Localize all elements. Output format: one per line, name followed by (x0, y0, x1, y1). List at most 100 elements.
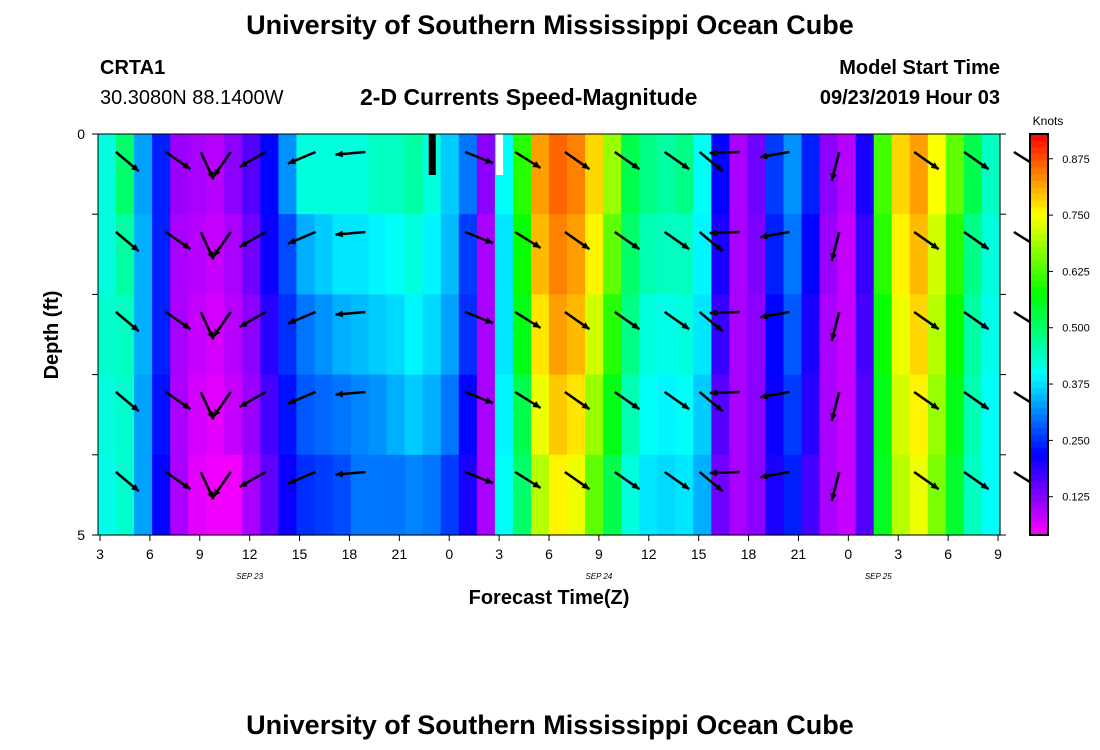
heatmap-cell (585, 294, 604, 376)
vector-arrowhead (213, 408, 221, 417)
heatmap-cell (188, 214, 207, 295)
heatmap-cell (350, 454, 370, 536)
heatmap-cell (657, 214, 676, 295)
vector-arrowhead (759, 472, 768, 480)
colorbar-segment (1030, 421, 1048, 429)
heatmap-cell (278, 214, 298, 295)
colorbar-segment (1030, 154, 1048, 162)
vector-arrowhead (631, 242, 640, 250)
heatmap-cell (440, 454, 460, 536)
vector-arrowhead (213, 328, 221, 337)
vector-arrowhead (709, 389, 717, 397)
heatmap-cell (152, 374, 171, 456)
colorbar-frame (1029, 133, 1049, 536)
x-tick-label: 6 (944, 546, 952, 562)
heatmap-cell (549, 214, 568, 295)
heatmap-cell (873, 134, 893, 215)
heatmap-cell (98, 374, 117, 456)
heatmap-cell (891, 134, 911, 215)
colorbar-segment (1030, 441, 1048, 449)
vector-arrowhead (709, 469, 717, 477)
heatmap-cell (494, 374, 514, 456)
vector-arrowhead (631, 322, 640, 330)
vector-arrowhead (182, 322, 191, 330)
heatmap-cell (729, 374, 749, 456)
x-tick-label: 3 (96, 546, 104, 562)
vector-arrowhead (131, 324, 139, 332)
heatmap-cell (747, 374, 767, 456)
colorbar-segment (1030, 488, 1048, 496)
colorbar-segment (1030, 508, 1048, 516)
heatmap-cell (152, 214, 171, 295)
vector-arrowhead (830, 413, 837, 421)
vector-arrowhead (131, 244, 139, 252)
heatmap-cell (404, 374, 424, 456)
heatmap-cell (242, 134, 261, 215)
vector-arrowhead (213, 488, 221, 497)
heatmap-cell (765, 294, 785, 376)
heatmap-cell (549, 374, 568, 456)
colorbar-segment (1030, 207, 1048, 215)
heatmap-cell (783, 294, 803, 376)
heatmap-cell (801, 134, 821, 215)
heatmap-cell (981, 454, 1001, 536)
time-marker (496, 134, 504, 175)
colorbar-segment (1030, 314, 1048, 322)
heatmap-cell (134, 134, 153, 215)
heatmap-cell (621, 294, 640, 376)
heatmap-cell (783, 454, 803, 536)
colorbar-segment (1030, 260, 1048, 269)
vector-arrowhead (287, 317, 296, 325)
heatmap-cell (494, 454, 514, 536)
heatmap-cell (783, 374, 803, 456)
heatmap-cell (657, 294, 676, 376)
heatmap-cell (819, 214, 839, 295)
heatmap-cells (98, 134, 1001, 536)
heatmap-cell (909, 214, 929, 295)
vector-arrowhead (131, 484, 139, 492)
heatmap-cell (927, 214, 947, 295)
heatmap-cell (368, 294, 388, 376)
heatmap-cell (98, 214, 117, 295)
heatmap-cell (801, 374, 821, 456)
heatmap-cell (296, 374, 316, 456)
colorbar-segment (1030, 234, 1048, 242)
heatmap-cell (170, 214, 189, 295)
vector-arrowhead (930, 402, 939, 410)
heatmap-cell (404, 454, 424, 536)
vector-arrowhead (714, 484, 723, 492)
heatmap-cell (332, 214, 352, 295)
heatmap-cell (981, 294, 1001, 376)
heatmap-cell (783, 214, 803, 295)
axes: 3 6 9 12 15 18 21 0 3 6 9 12 15 18 21 0 3 6 9 SEP 23 SEP 24 S… (77, 126, 1006, 581)
vector-arrowhead (239, 160, 248, 167)
heatmap-cell (585, 454, 604, 536)
heatmap-cell (188, 374, 207, 456)
heatmap-cell (98, 134, 117, 215)
colorbar-segment (1030, 514, 1048, 523)
heatmap-cell (368, 134, 388, 215)
heatmap-cell (837, 454, 857, 536)
heatmap-cell (260, 454, 279, 536)
heatmap-cell (188, 134, 207, 215)
heatmap-cell (981, 214, 1001, 295)
colorbar-segment (1030, 160, 1048, 169)
heatmap-cell (134, 454, 153, 536)
vector-arrowhead (287, 237, 296, 245)
heatmap-cell (296, 454, 316, 536)
heatmap-cell (873, 374, 893, 456)
heatmap-cell (116, 454, 135, 536)
colorbar-segment (1030, 187, 1048, 195)
heatmap-cell (422, 214, 442, 295)
heatmap-cell (873, 294, 893, 376)
vector-arrowhead (714, 244, 723, 252)
x-axis-label: Forecast Time(Z) (469, 587, 630, 609)
heatmap-cell (675, 454, 694, 536)
vector-arrowhead (335, 230, 343, 238)
heatmap-cell (837, 294, 857, 376)
heatmap-cell (909, 134, 929, 215)
heatmap-cell (585, 214, 604, 295)
colorbar-segment (1030, 394, 1048, 402)
heatmap-cell (711, 294, 730, 376)
heatmap-cell (729, 454, 749, 536)
